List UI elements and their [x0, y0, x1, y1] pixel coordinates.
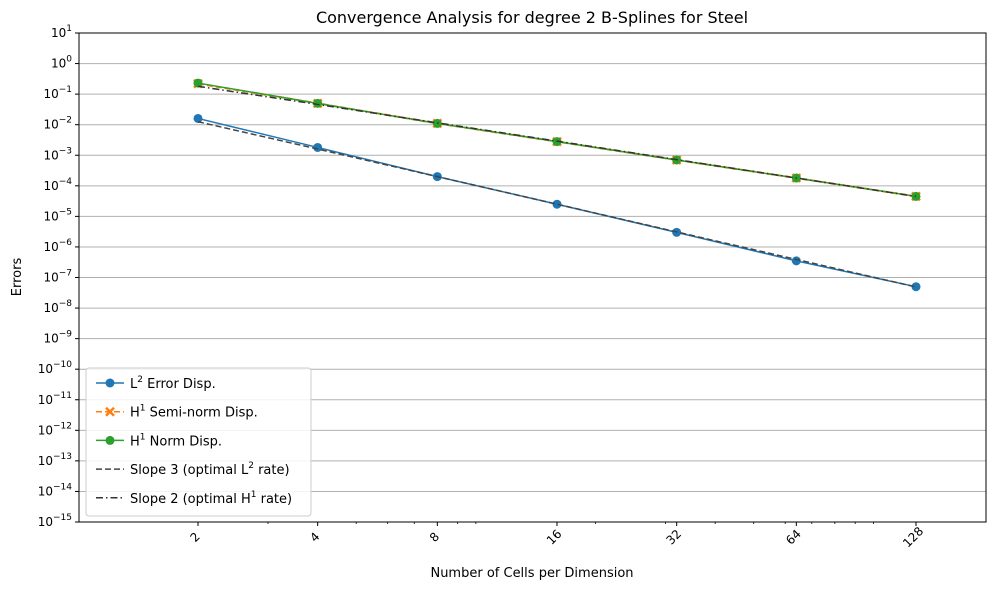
data-point [911, 282, 921, 292]
legend-label: Slope 3 (optimal L2 rate) [130, 461, 290, 478]
y-tick-label: 10−1 [43, 85, 72, 101]
y-axis: 101 100 10−1 10−2 10−3 10−4 10−5 10−6 10−7 10−8 10… [38, 24, 79, 529]
series-line [197, 120, 917, 288]
data-point [193, 113, 203, 123]
y-tick-label: 10−11 [38, 391, 72, 407]
y-axis-title: Errors [10, 258, 25, 297]
x-tick-label: 4 [307, 530, 322, 545]
series-line [197, 85, 917, 198]
y-tick-label: 10−3 [43, 146, 72, 162]
legend-label: H1 Norm Disp. [130, 432, 222, 449]
x-axis: 2 4 8 16 32 64 128 [188, 522, 926, 550]
y-tick-label: 10−6 [43, 238, 72, 254]
y-tick-label: 10−10 [38, 360, 73, 376]
y-tick-label: 10−14 [38, 482, 73, 498]
y-tick-label: 10−8 [43, 299, 72, 315]
x-tick-label: 16 [544, 527, 565, 548]
series-group [193, 78, 921, 292]
y-tick-label: 10−9 [43, 330, 72, 346]
y-tick-label: 10−7 [43, 269, 72, 285]
y-tick-label: 101 [51, 24, 72, 40]
y-tick-label: 10−12 [38, 421, 72, 437]
x-tick-label: 128 [900, 524, 926, 550]
x-tick-label: 32 [663, 527, 684, 548]
y-tick-label: 10−15 [38, 513, 72, 529]
x-tick-label: 8 [427, 530, 442, 545]
legend: L2 Error Disp. H1 Semi-norm Disp. H1 Norm … [85, 367, 312, 517]
y-tick-label: 100 [51, 55, 72, 71]
legend-label: L2 Error Disp. [130, 375, 216, 392]
chart-title: Convergence Analysis for degree 2 B-Spli… [316, 8, 748, 27]
data-point [313, 98, 323, 108]
data-point [911, 191, 921, 201]
legend-label: H1 Semi-norm Disp. [130, 404, 258, 421]
legend-marker [105, 435, 115, 445]
y-tick-label: 10−2 [43, 116, 72, 132]
data-point [552, 199, 562, 209]
data-point [313, 142, 323, 152]
legend-marker [105, 406, 115, 417]
legend-box [85, 367, 312, 517]
x-tick-label: 64 [783, 527, 804, 548]
y-tick-label: 10−5 [43, 207, 72, 223]
data-point [193, 78, 203, 88]
y-tick-label: 10−13 [38, 452, 72, 468]
data-point [791, 256, 801, 266]
x-axis-title: Number of Cells per Dimension [430, 566, 633, 581]
legend-marker [105, 378, 115, 388]
x-tick-label: 2 [188, 530, 203, 545]
y-tick-label: 10−4 [43, 177, 72, 193]
legend-label: Slope 2 (optimal H1 rate) [130, 490, 292, 507]
